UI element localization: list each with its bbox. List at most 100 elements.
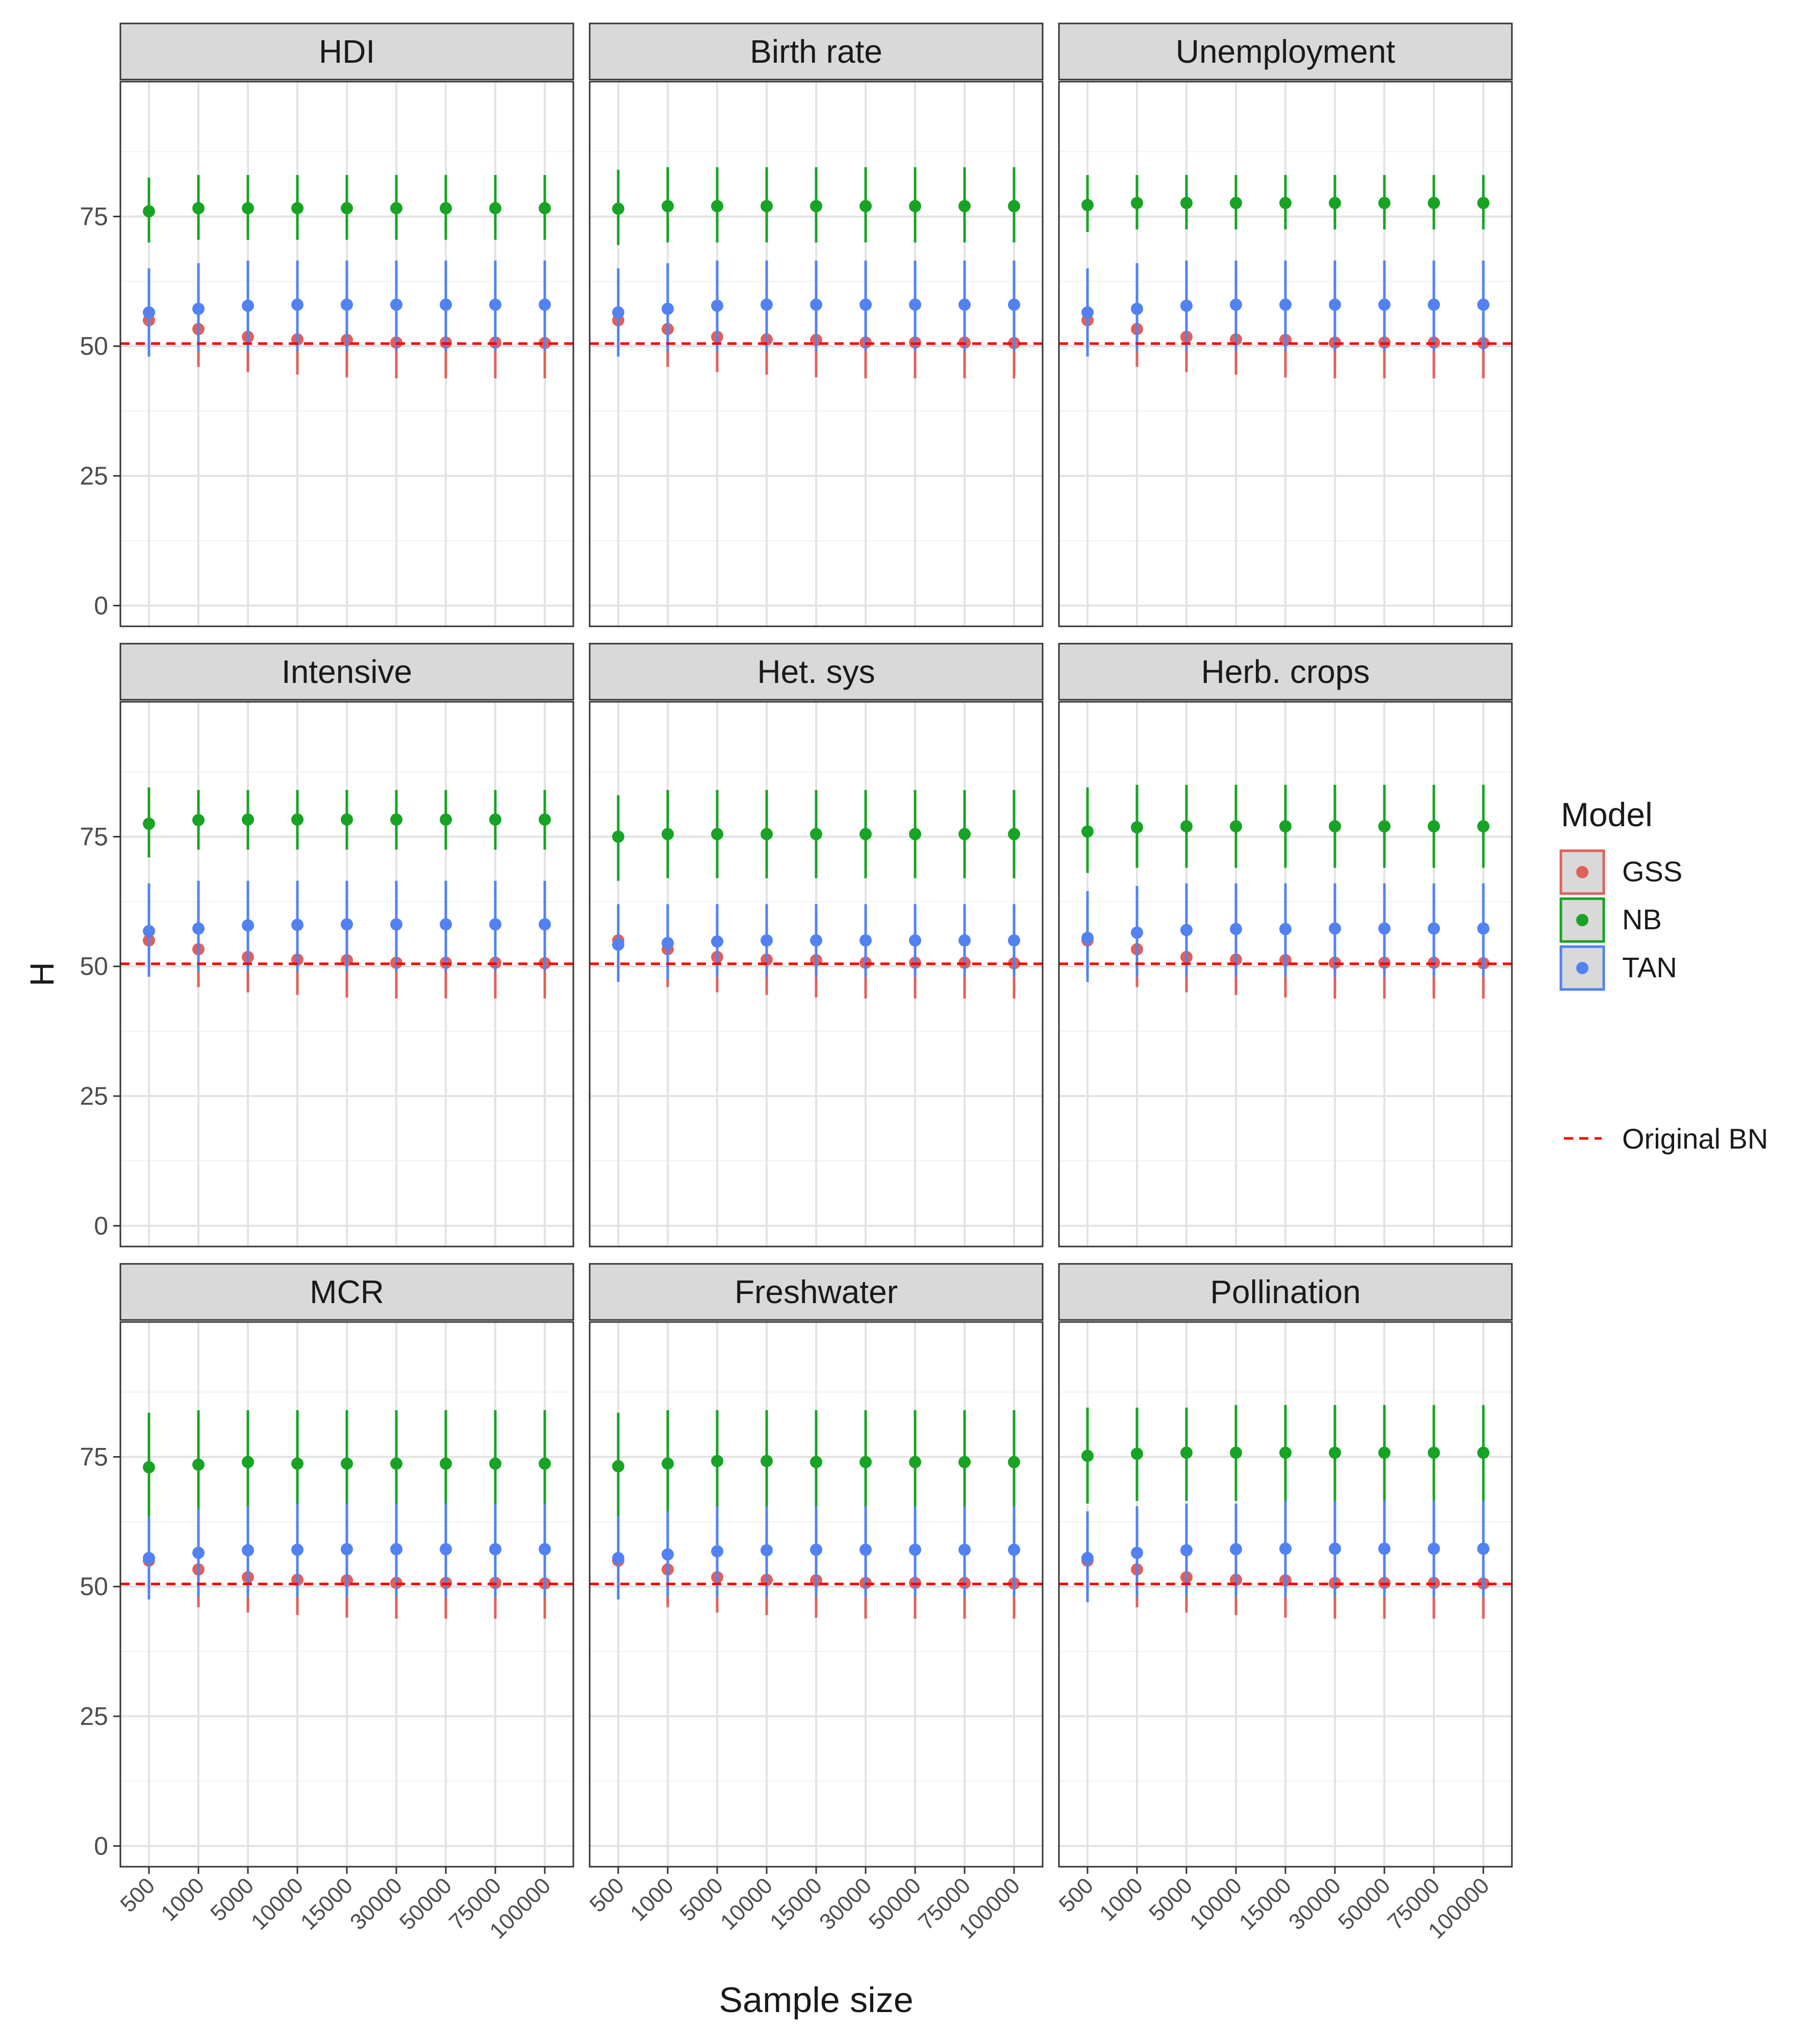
- data-point: [192, 813, 205, 826]
- legend-label: TAN: [1622, 951, 1677, 983]
- data-point: [958, 200, 971, 213]
- data-point: [810, 200, 822, 213]
- data-point: [1329, 298, 1341, 311]
- legend-item-nb: NB: [1559, 897, 1662, 943]
- data-point: [711, 1545, 723, 1558]
- data-point: [539, 918, 551, 931]
- legend-item-original-bn: Original BN: [1564, 1123, 1768, 1155]
- data-point: [612, 1460, 624, 1472]
- data-point: [1180, 820, 1193, 833]
- legend-label: NB: [1622, 903, 1662, 935]
- data-point: [1008, 1543, 1020, 1556]
- data-point: [489, 1457, 501, 1470]
- data-point: [810, 828, 822, 841]
- data-point: [612, 1552, 624, 1564]
- data-point: [539, 813, 551, 826]
- data-point: [860, 828, 872, 841]
- data-point: [909, 1456, 921, 1468]
- data-point: [662, 200, 674, 213]
- data-point: [1008, 1456, 1020, 1468]
- panel-border: [119, 701, 574, 1248]
- data-point: [440, 813, 452, 826]
- data-point: [291, 919, 304, 931]
- data-point: [1428, 922, 1440, 935]
- data-point: [711, 1455, 723, 1467]
- data-point: [860, 200, 872, 213]
- data-point: [1329, 1542, 1341, 1555]
- panel-mcr: MCR: [119, 1263, 574, 1868]
- y-tick-label: 75: [80, 822, 108, 851]
- series-tan: [143, 1504, 551, 1600]
- y-tick-label: 25: [80, 1702, 108, 1731]
- data-point: [242, 1456, 254, 1468]
- data-point: [810, 298, 822, 311]
- data-point: [958, 828, 971, 841]
- data-point: [1008, 828, 1020, 841]
- data-point: [761, 1544, 773, 1557]
- panel-intensive: Intensive: [119, 643, 574, 1248]
- data-point: [1378, 1446, 1391, 1459]
- panel-border: [1058, 701, 1513, 1248]
- data-point: [1131, 197, 1143, 210]
- data-point: [1428, 298, 1440, 311]
- data-point: [291, 813, 304, 826]
- legend-label: GSS: [1622, 855, 1682, 887]
- data-point: [1230, 298, 1242, 311]
- data-point: [1329, 922, 1341, 935]
- data-point: [341, 1457, 353, 1470]
- series-tan: [143, 880, 551, 977]
- y-tick-label: 50: [80, 332, 108, 361]
- series-tan: [1081, 260, 1489, 357]
- series-tan: [143, 260, 551, 357]
- data-point: [711, 828, 723, 841]
- data-point: [1131, 1447, 1143, 1460]
- data-point: [1279, 298, 1292, 311]
- legend-key-point: [1576, 866, 1588, 878]
- data-point: [341, 813, 353, 826]
- series-tan: [612, 1506, 1020, 1600]
- facet-strip: [589, 643, 1044, 701]
- data-point: [612, 938, 624, 951]
- data-point: [1230, 1446, 1242, 1459]
- facet-strip: [119, 22, 574, 81]
- series-tan: [1081, 883, 1489, 982]
- facet-title: Pollination: [1210, 1274, 1360, 1310]
- data-point: [1180, 299, 1193, 312]
- data-point: [341, 298, 353, 311]
- data-point: [1279, 197, 1292, 210]
- data-point: [1428, 1542, 1440, 1555]
- data-point: [1008, 298, 1020, 311]
- data-point: [143, 1552, 155, 1564]
- data-point: [1477, 197, 1489, 210]
- legend-key: [1559, 897, 1605, 943]
- data-point: [1230, 1543, 1242, 1556]
- data-point: [242, 919, 254, 932]
- data-point: [539, 1543, 551, 1556]
- data-point: [1378, 820, 1391, 833]
- series-nb: [143, 175, 551, 243]
- data-point: [810, 1456, 822, 1468]
- data-point: [341, 202, 353, 215]
- panel-herb-crops: Herb. crops: [1058, 643, 1513, 1248]
- data-point: [539, 1457, 551, 1470]
- data-point: [662, 1548, 674, 1561]
- data-point: [1279, 1446, 1292, 1459]
- data-point: [909, 200, 921, 213]
- series-nb: [1081, 1405, 1489, 1504]
- data-point: [958, 934, 971, 947]
- data-point: [1180, 924, 1193, 936]
- legend-label: Original BN: [1622, 1123, 1768, 1155]
- panel-border: [589, 81, 1044, 627]
- panel-birth-rate: Birth rate: [589, 22, 1044, 627]
- data-point: [1230, 820, 1242, 833]
- data-point: [711, 200, 723, 213]
- panel-grid: HDI Birth rate Unemployment Intensive Het. s…: [119, 22, 1513, 1868]
- facet-title: HDI: [319, 33, 375, 70]
- legend-key-point: [1576, 962, 1588, 974]
- series-nb: [1081, 784, 1489, 873]
- data-point: [489, 298, 501, 311]
- data-point: [242, 202, 254, 215]
- facet-strip: [589, 1263, 1044, 1321]
- data-point: [909, 1543, 921, 1556]
